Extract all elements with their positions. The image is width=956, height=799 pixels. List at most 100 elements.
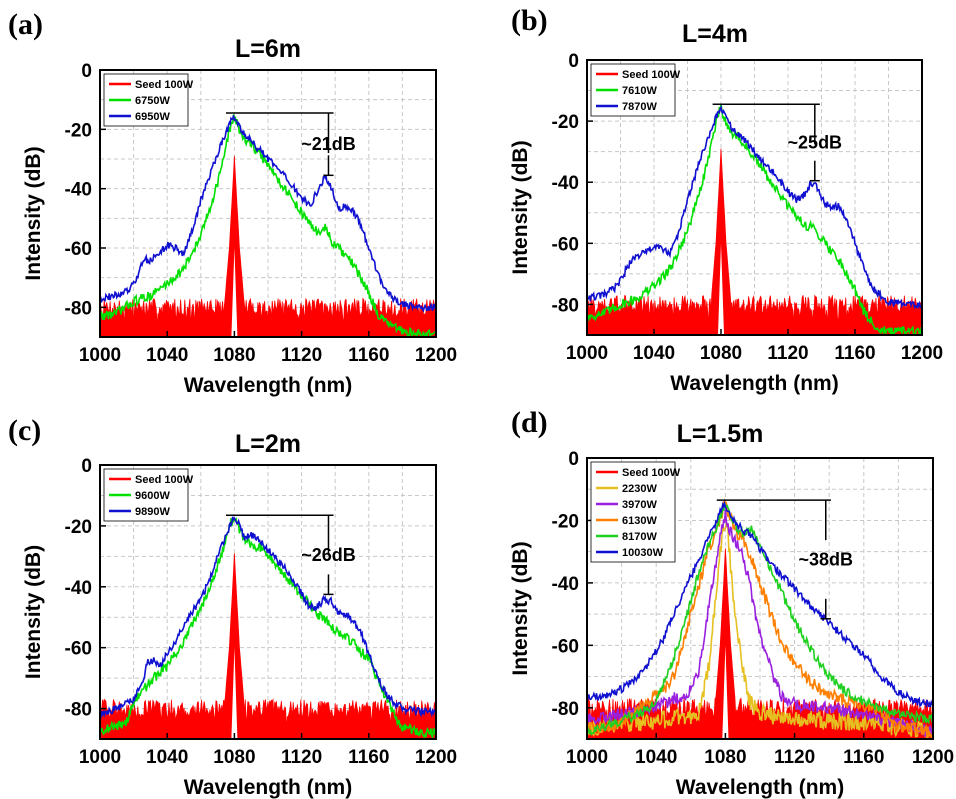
x-tick-label: 1040 xyxy=(635,747,677,768)
panel-label: (b) xyxy=(511,4,548,37)
legend-box xyxy=(590,461,676,563)
x-tick-label: 1080 xyxy=(700,343,742,364)
y-tick-label: -80 xyxy=(552,295,579,316)
x-tick-label: 1120 xyxy=(774,747,815,768)
x-tick-label: 1120 xyxy=(767,343,808,364)
y-axis-label: Intensity (dB) xyxy=(509,140,532,274)
legend-item-label: 7870W xyxy=(622,101,657,113)
x-tick-label: 1120 xyxy=(281,747,322,768)
legend-item-label: 6950W xyxy=(135,111,170,123)
annotation-label: ~26dB xyxy=(301,545,356,565)
series-seed-100w xyxy=(100,553,436,739)
y-axis-label: Intensity (dB) xyxy=(22,545,45,679)
annotation xyxy=(226,112,334,177)
chart-panel-0: 1000 1040 1080 1120 1160 1200 0 -20 -40 -60 -80 Wav… xyxy=(8,8,457,397)
x-axis-label: Wavelength (nm) xyxy=(676,776,844,799)
annotation-label: ~25dB xyxy=(788,133,843,153)
y-tick-label: -80 xyxy=(65,700,92,721)
y-tick-label: 0 xyxy=(81,456,92,477)
x-axis-label: Wavelength (nm) xyxy=(670,372,838,395)
x-tick-label: 1000 xyxy=(79,747,121,768)
x-tick-label: 1000 xyxy=(566,747,608,768)
chart-title: L=1.5m xyxy=(677,420,764,448)
panel-label: (d) xyxy=(511,406,548,439)
y-tick-label: -20 xyxy=(552,511,579,532)
legend-item-label: 9890W xyxy=(135,506,170,518)
legend-item-label: 7610W xyxy=(622,85,657,97)
x-tick-label: 1040 xyxy=(146,747,188,768)
y-tick-label: 0 xyxy=(81,61,92,82)
x-tick-label: 1120 xyxy=(281,345,322,366)
x-tick-label: 1160 xyxy=(843,747,884,768)
x-tick-label: 1200 xyxy=(901,343,943,364)
y-tick-label: 0 xyxy=(568,449,579,470)
legend-item-label: Seed 100W xyxy=(135,474,194,486)
legend-item-label: 8170W xyxy=(622,531,657,543)
y-tick-label: -60 xyxy=(65,639,92,660)
x-tick-label: 1200 xyxy=(415,747,457,768)
legend-item-label: Seed 100W xyxy=(135,79,194,91)
x-tick-label: 1200 xyxy=(415,345,457,366)
legend-item-label: 2230W xyxy=(622,483,657,495)
chart-panel-1: 1000 1040 1080 1120 1160 1200 0 -20 -40 -60 -80 Wav… xyxy=(509,4,943,395)
y-tick-label: -20 xyxy=(65,517,92,538)
x-tick-label: 1080 xyxy=(213,747,255,768)
y-tick-label: -40 xyxy=(65,578,92,599)
y-tick-label: -60 xyxy=(552,636,579,657)
x-axis-label: Wavelength (nm) xyxy=(184,374,352,397)
series-seed-100w xyxy=(100,155,436,337)
legend-item-label: 6750W xyxy=(135,95,170,107)
x-tick-label: 1160 xyxy=(348,747,389,768)
x-tick-label: 1080 xyxy=(704,747,746,768)
legend-item-label: Seed 100W xyxy=(622,467,681,479)
x-tick-label: 1000 xyxy=(566,343,608,364)
y-tick-label: -60 xyxy=(65,239,92,260)
legend-item-label: 9600W xyxy=(135,490,170,502)
axes-frame xyxy=(99,69,437,338)
series-seed-100w xyxy=(587,148,922,335)
plot-area xyxy=(587,498,933,739)
legend: Seed 100W 9600W 9890W xyxy=(103,468,194,522)
x-tick-label: 1160 xyxy=(834,343,875,364)
axes-frame xyxy=(586,457,934,740)
legend: Seed 100W 7610W 7870W xyxy=(590,63,681,117)
plot-area xyxy=(100,516,436,739)
legend-item-label: 3970W xyxy=(622,499,657,511)
plot-area xyxy=(100,114,436,337)
series-line-8170w xyxy=(587,502,933,737)
series-line-6130w xyxy=(587,498,933,739)
chart-title: L=4m xyxy=(682,20,748,48)
series-line-6950w xyxy=(100,115,436,313)
seed-peak-gap xyxy=(717,243,725,335)
legend-item-label: 6130W xyxy=(622,515,657,527)
axes-frame xyxy=(586,59,923,336)
annotation xyxy=(716,499,831,620)
y-tick-label: -20 xyxy=(552,112,579,133)
chart-title: L=6m xyxy=(235,35,301,63)
annotation-label: ~38dB xyxy=(798,549,853,569)
x-tick-label: 1200 xyxy=(912,747,954,768)
panel-label: (c) xyxy=(8,414,41,447)
seed-peak-gap xyxy=(231,248,238,337)
series-line-9890w xyxy=(100,516,436,720)
axes-frame xyxy=(99,464,437,740)
chart-panel-3: 1000 1040 1080 1120 1160 1200 0 -20 -40 -60 -80 Wav… xyxy=(509,406,954,799)
y-tick-label: -80 xyxy=(552,699,579,720)
grid xyxy=(100,465,436,739)
seed-peak-gap xyxy=(231,647,238,739)
plot-area xyxy=(587,104,922,335)
annotation xyxy=(712,103,820,182)
y-tick-label: -60 xyxy=(552,234,579,255)
y-tick-label: -20 xyxy=(65,120,92,141)
series-line-2230w xyxy=(587,522,933,739)
seed-peak-gap xyxy=(722,645,729,739)
chart-panel-2: 1000 1040 1080 1120 1160 1200 0 -20 -40 -60 -80 Wav… xyxy=(8,414,457,799)
x-axis-label: Wavelength (nm) xyxy=(184,776,352,799)
y-axis-label: Intensity (dB) xyxy=(22,146,45,280)
y-tick-label: -80 xyxy=(65,298,92,319)
legend-item-label: Seed 100W xyxy=(622,69,681,81)
series-line-7870w xyxy=(587,104,922,310)
annotation-label: ~21dB xyxy=(301,134,356,154)
chart-title: L=2m xyxy=(235,430,301,458)
